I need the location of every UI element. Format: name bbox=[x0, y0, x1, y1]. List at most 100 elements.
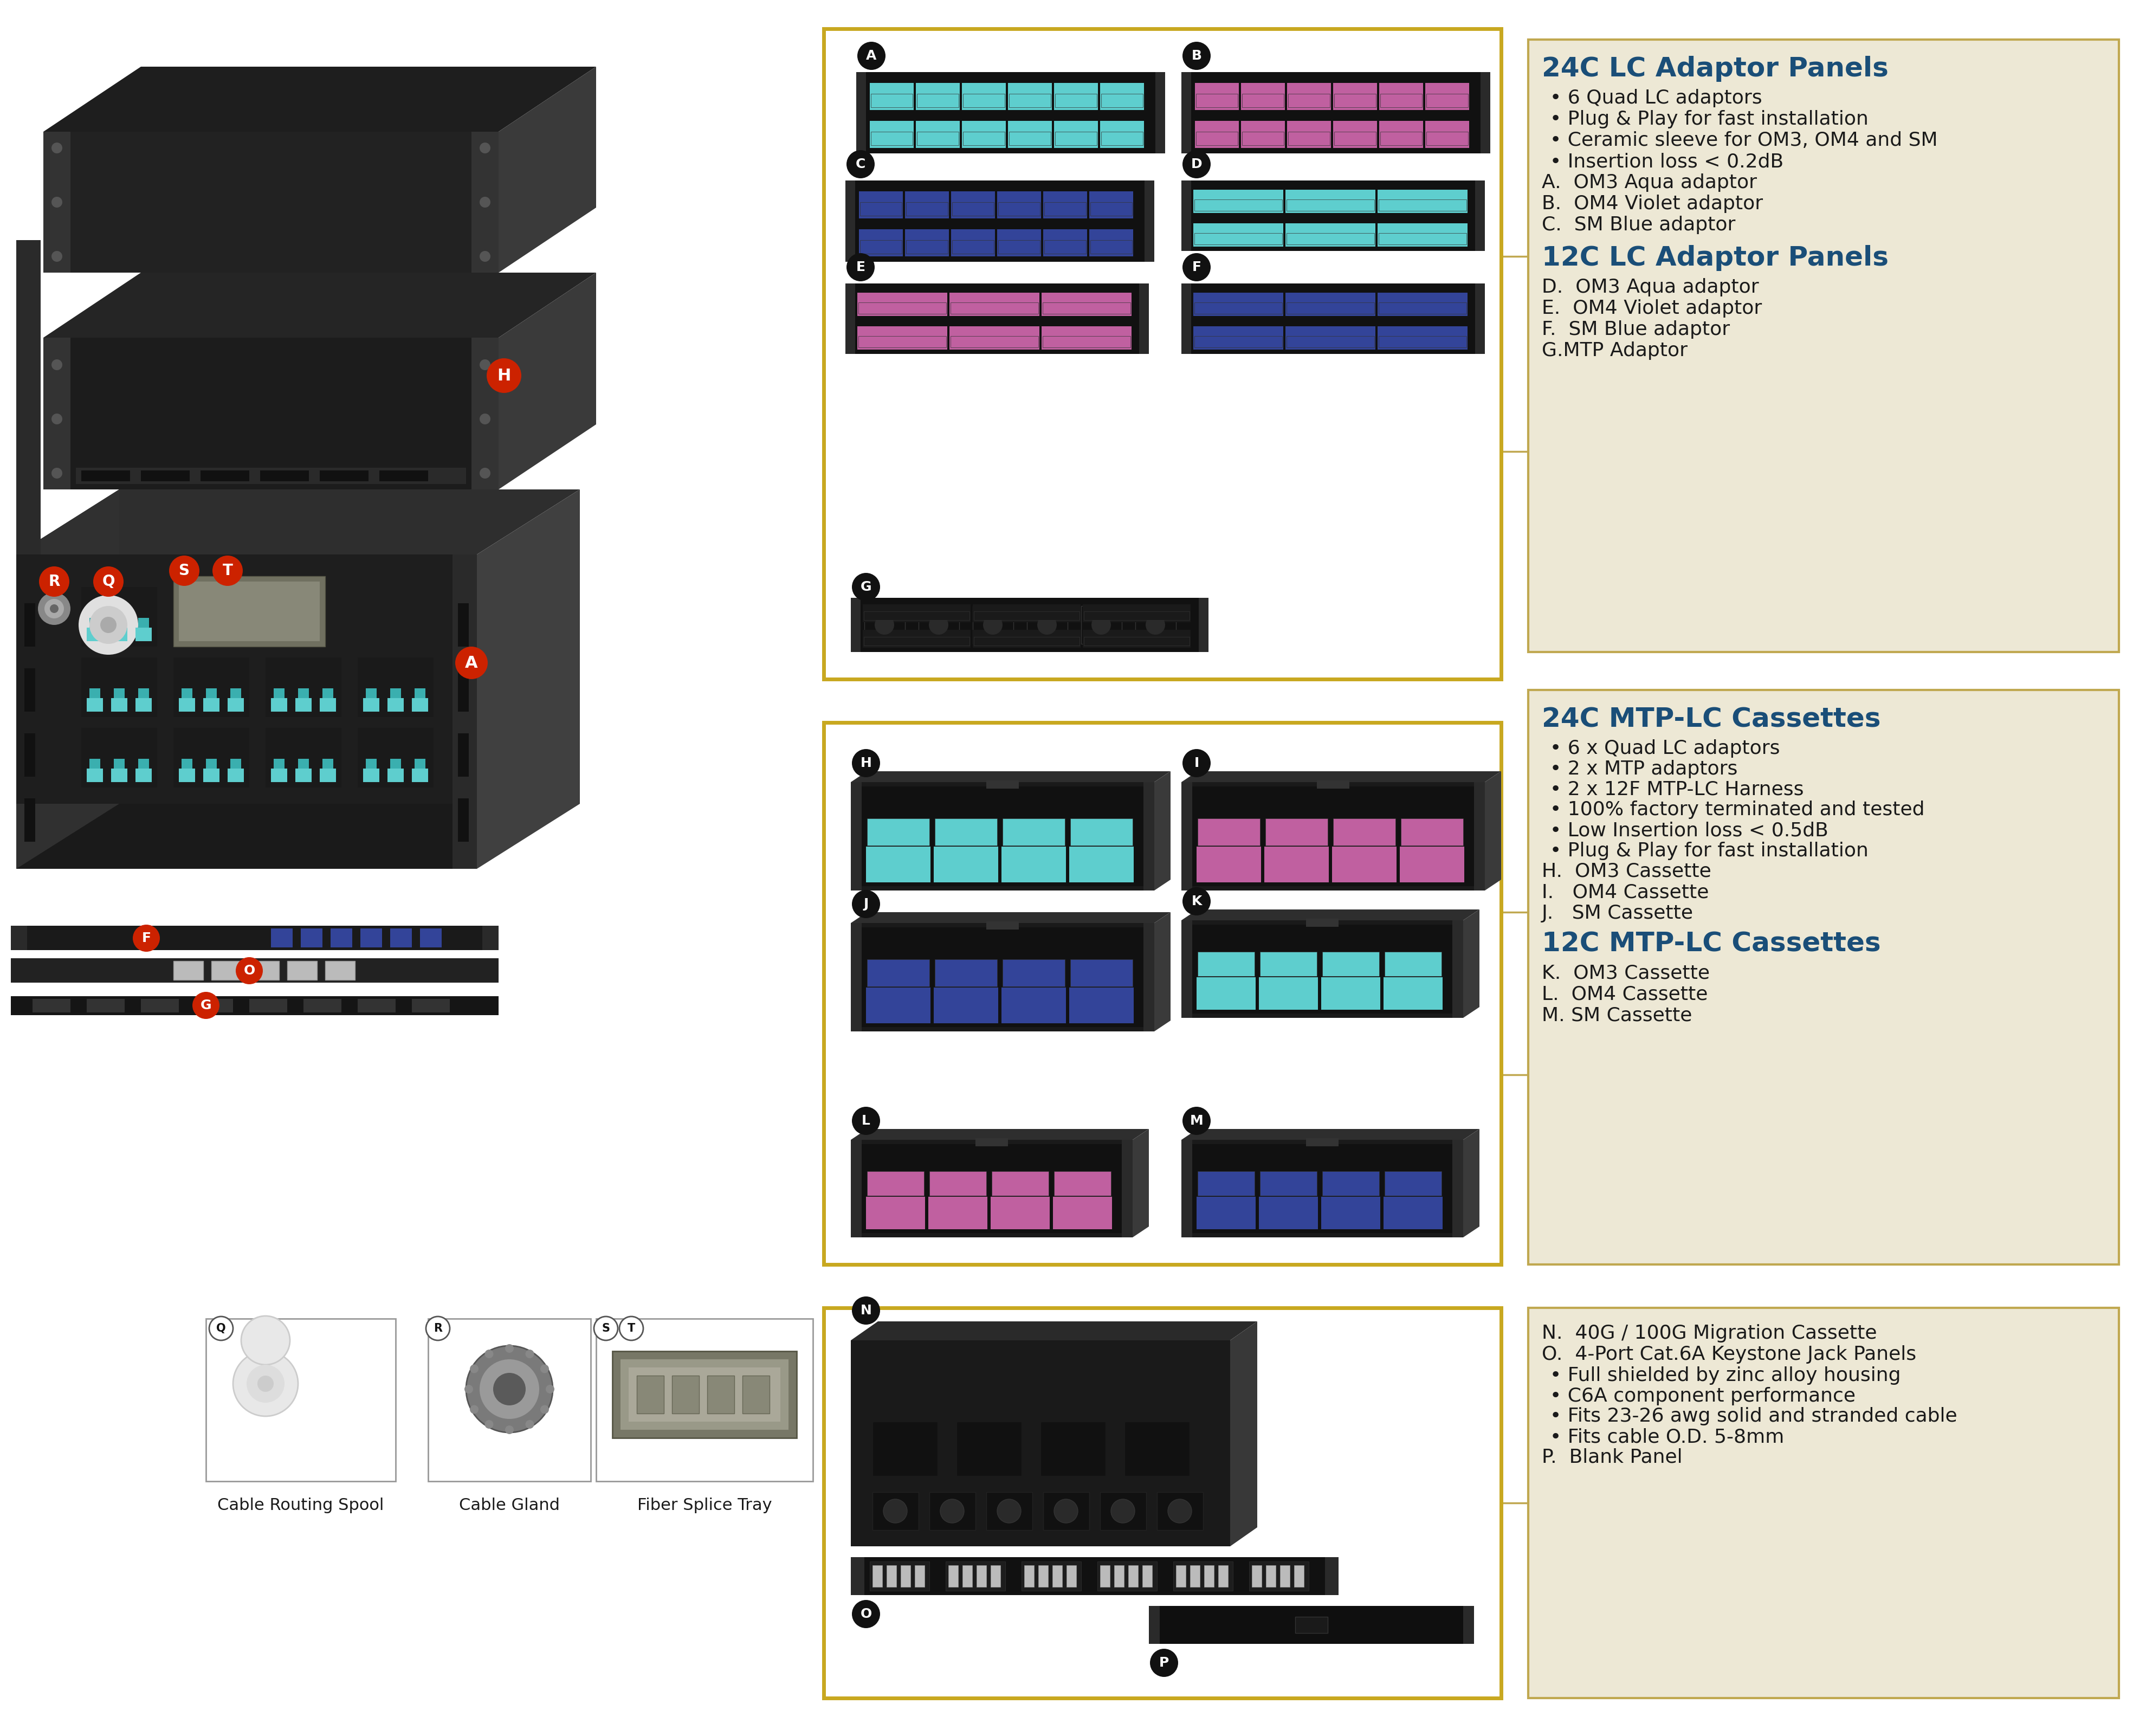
Bar bbox=[1173, 1561, 1233, 1590]
Circle shape bbox=[983, 615, 1003, 635]
Bar bbox=[956, 1422, 1022, 1476]
Circle shape bbox=[480, 467, 491, 479]
Bar bbox=[917, 94, 958, 108]
Bar bbox=[113, 618, 124, 628]
Bar bbox=[985, 922, 1020, 929]
Bar bbox=[288, 962, 318, 979]
Text: R: R bbox=[433, 1323, 442, 1333]
Text: • Ceramic sleeve for OM3, OM4 and SM: • Ceramic sleeve for OM3, OM4 and SM bbox=[1551, 132, 1937, 149]
Bar bbox=[868, 818, 930, 845]
Bar bbox=[1425, 122, 1470, 148]
Bar bbox=[1286, 337, 1374, 347]
Circle shape bbox=[486, 358, 520, 392]
Bar bbox=[173, 576, 324, 646]
Bar bbox=[672, 1375, 700, 1413]
Bar bbox=[1322, 951, 1380, 976]
Bar bbox=[294, 698, 311, 712]
Bar bbox=[975, 611, 1079, 620]
Polygon shape bbox=[851, 1321, 1256, 1340]
Bar bbox=[1194, 233, 1282, 245]
Bar bbox=[1401, 818, 1463, 845]
Bar bbox=[459, 733, 469, 776]
Polygon shape bbox=[1182, 1128, 1480, 1141]
Bar bbox=[975, 1139, 1009, 1146]
Bar bbox=[1135, 606, 1175, 644]
Polygon shape bbox=[1463, 910, 1480, 1017]
Bar bbox=[1480, 73, 1491, 153]
Bar bbox=[1378, 326, 1468, 349]
Bar bbox=[111, 769, 128, 783]
Circle shape bbox=[493, 1373, 525, 1406]
Text: B.  OM4 Violet adaptor: B. OM4 Violet adaptor bbox=[1542, 194, 1764, 214]
Text: L: L bbox=[862, 1115, 870, 1127]
Bar bbox=[1331, 847, 1397, 882]
Polygon shape bbox=[17, 490, 119, 868]
Polygon shape bbox=[43, 339, 499, 490]
Circle shape bbox=[593, 1316, 619, 1340]
Bar bbox=[1156, 1493, 1203, 1529]
Polygon shape bbox=[43, 66, 595, 132]
Bar bbox=[1090, 240, 1133, 253]
Text: Q: Q bbox=[215, 1323, 226, 1333]
Bar bbox=[934, 988, 998, 1023]
Bar bbox=[742, 1375, 770, 1413]
Bar bbox=[1143, 924, 1154, 1031]
Bar bbox=[1527, 1307, 2118, 1698]
Bar bbox=[868, 1172, 924, 1196]
Text: R: R bbox=[49, 575, 60, 589]
Bar bbox=[1194, 122, 1239, 148]
Bar bbox=[271, 698, 288, 712]
Bar bbox=[388, 698, 403, 712]
Bar bbox=[1182, 283, 1485, 354]
Bar bbox=[299, 689, 309, 698]
Bar bbox=[977, 1566, 985, 1587]
Bar bbox=[137, 769, 151, 783]
Bar bbox=[1071, 818, 1133, 845]
Bar bbox=[1043, 337, 1130, 347]
Polygon shape bbox=[1133, 1128, 1150, 1238]
Circle shape bbox=[480, 142, 491, 153]
Bar bbox=[1384, 977, 1442, 1010]
Bar bbox=[930, 1172, 985, 1196]
Bar bbox=[228, 698, 243, 712]
Bar bbox=[173, 587, 250, 646]
Circle shape bbox=[213, 556, 243, 585]
Bar bbox=[87, 769, 102, 783]
Bar bbox=[414, 759, 424, 769]
Bar bbox=[1527, 40, 2118, 653]
Bar bbox=[1003, 988, 1066, 1023]
Bar bbox=[1039, 1566, 1047, 1587]
Bar bbox=[887, 1566, 896, 1587]
Bar bbox=[962, 132, 1005, 146]
Bar bbox=[358, 998, 395, 1012]
Bar bbox=[864, 606, 904, 644]
Circle shape bbox=[237, 957, 262, 984]
Bar bbox=[380, 470, 429, 481]
Bar bbox=[1009, 94, 1052, 108]
Bar bbox=[1280, 1566, 1290, 1587]
Bar bbox=[862, 604, 971, 621]
Bar bbox=[934, 847, 998, 882]
Text: • Plug & Play for fast installation: • Plug & Play for fast installation bbox=[1551, 842, 1869, 859]
Text: 24C MTP-LC Cassettes: 24C MTP-LC Cassettes bbox=[1542, 707, 1881, 733]
Bar bbox=[1145, 181, 1154, 262]
Bar bbox=[1009, 83, 1052, 109]
Bar bbox=[201, 470, 250, 481]
Bar bbox=[866, 1196, 926, 1229]
Bar bbox=[1241, 83, 1284, 109]
Bar bbox=[1052, 1566, 1062, 1587]
Polygon shape bbox=[499, 273, 595, 490]
Circle shape bbox=[132, 925, 160, 951]
Text: Cable Gland: Cable Gland bbox=[459, 1498, 559, 1514]
Text: O: O bbox=[243, 963, 256, 977]
Bar bbox=[1194, 83, 1239, 109]
Text: H: H bbox=[497, 368, 512, 384]
Text: D.  OM3 Aqua adaptor: D. OM3 Aqua adaptor bbox=[1542, 278, 1760, 297]
Bar bbox=[207, 618, 218, 628]
Bar bbox=[1258, 1196, 1318, 1229]
Bar bbox=[1190, 1566, 1201, 1587]
Bar bbox=[299, 759, 309, 769]
Bar bbox=[629, 1368, 781, 1422]
Bar bbox=[429, 1319, 591, 1481]
Bar bbox=[1054, 1196, 1111, 1229]
